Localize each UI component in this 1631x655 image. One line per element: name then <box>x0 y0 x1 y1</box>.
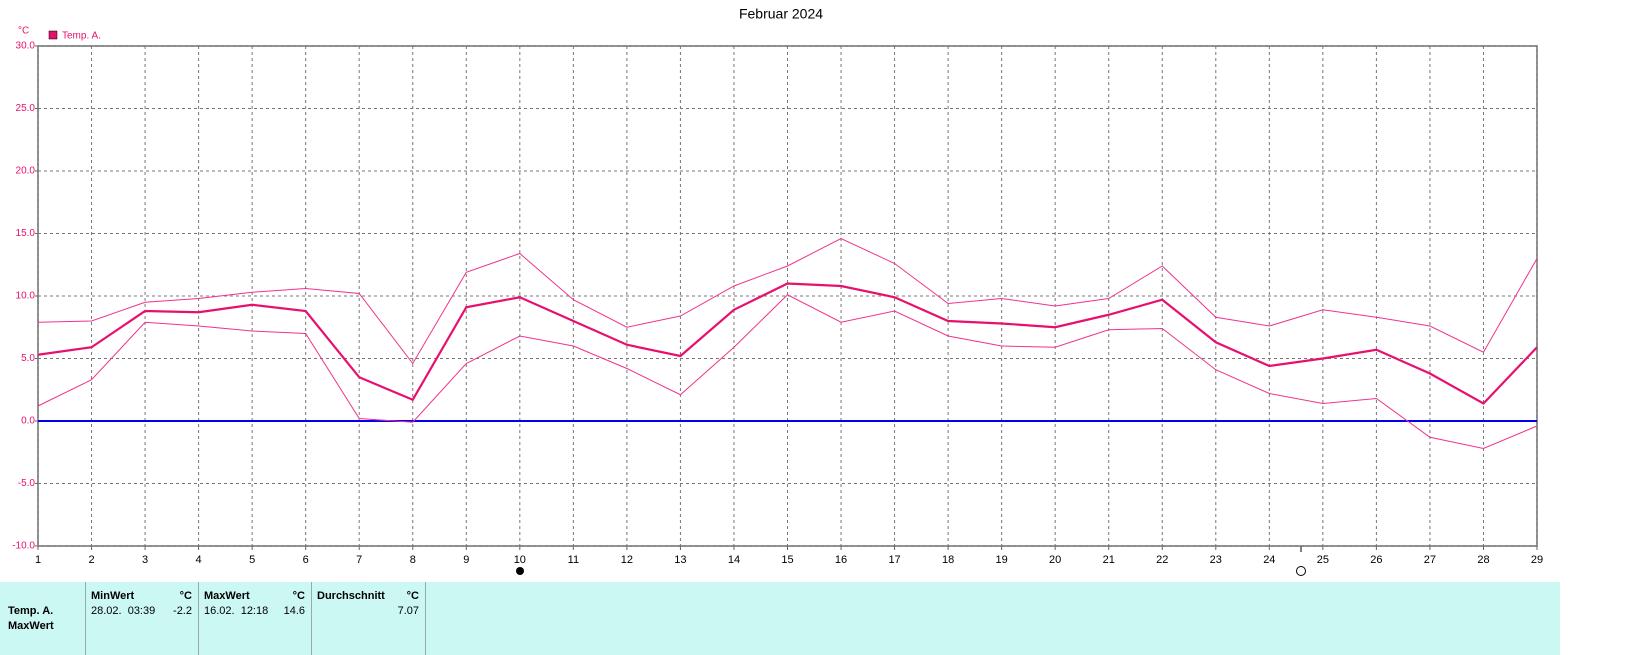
column-unit: °C <box>406 590 419 602</box>
x-tick-label: 7 <box>356 554 362 566</box>
x-tick-label: 17 <box>888 554 900 566</box>
x-tick-label: 24 <box>1263 554 1275 566</box>
x-tick-label: 15 <box>781 554 793 566</box>
chart: Februar 2024 °C -10.0 -5.0 0.0 5.0 10.0 15.0 2… <box>12 6 1543 576</box>
x-tick-label: 3 <box>142 554 148 566</box>
column-header: MaxWert <box>204 590 250 602</box>
x-tick-label: 26 <box>1370 554 1382 566</box>
row-label: Temp. A. <box>8 605 54 617</box>
x-tick-label: 16 <box>835 554 847 566</box>
x-tick-label: 13 <box>674 554 686 566</box>
x-tick-label: 22 <box>1156 554 1168 566</box>
x-tick-label: 29 <box>1531 554 1543 566</box>
new-moon-icon <box>516 567 524 575</box>
y-tick-label: 30.0 <box>16 41 36 52</box>
column-header: MinWert <box>91 590 135 602</box>
x-tick-label: 21 <box>1103 554 1115 566</box>
y-tick-label: 25.0 <box>16 103 36 114</box>
chart-title: Februar 2024 <box>739 6 823 22</box>
x-tick-label: 4 <box>196 554 202 566</box>
max-value: 14.6 <box>283 605 305 617</box>
data-line <box>37 237 1538 365</box>
x-tick-label: 8 <box>410 554 416 566</box>
data-line <box>37 282 1538 405</box>
x-tick-label: 9 <box>463 554 469 566</box>
y-tick-label: 5.0 <box>21 353 35 364</box>
row-label: MaxWert <box>8 620 54 632</box>
y-tick-label: 20.0 <box>16 166 36 177</box>
full-moon-icon <box>1296 566 1306 576</box>
min-time: 28.02. 03:39 <box>91 605 156 617</box>
stats-panel: MinWert °C 28.02. 03:39 -2.2 MaxWert °C … <box>0 582 1560 655</box>
x-tick-label: 1 <box>35 554 41 566</box>
max-time: 16.02. 12:18 <box>204 605 269 617</box>
x-tick-label: 5 <box>249 554 255 566</box>
x-tick-label: 27 <box>1424 554 1436 566</box>
x-tick-label: 12 <box>621 554 633 566</box>
y-tick-label: -10.0 <box>12 541 35 552</box>
y-tick-label: 10.0 <box>16 291 36 302</box>
x-tick-label: 6 <box>303 554 309 566</box>
x-tick-label: 20 <box>1049 554 1061 566</box>
min-value: -2.2 <box>173 605 192 617</box>
avg-value: 7.07 <box>397 605 419 617</box>
column-header: Durchschnitt <box>317 590 385 602</box>
x-tick-label: 10 <box>514 554 526 566</box>
y-tick-label: -5.0 <box>18 478 36 489</box>
x-tick-label: 23 <box>1210 554 1222 566</box>
column-unit: °C <box>292 590 305 602</box>
column-unit: °C <box>179 590 192 602</box>
x-tick-label: 25 <box>1317 554 1329 566</box>
y-tick-label: 15.0 <box>16 228 36 239</box>
legend-swatch <box>48 30 58 40</box>
x-tick-label: 11 <box>568 554 579 566</box>
x-tick-label: 28 <box>1477 554 1489 566</box>
y-unit: °C <box>18 26 29 37</box>
data-line <box>37 294 1538 450</box>
legend-label: Temp. A. <box>62 31 101 42</box>
stats-column: MaxWert °C 16.02. 12:18 14.6 <box>198 582 311 655</box>
stats-column: Durchschnitt °C 7.07 <box>311 582 426 655</box>
x-tick-label: 2 <box>88 554 94 566</box>
x-tick-label: 18 <box>942 554 954 566</box>
x-tick-label: 14 <box>728 554 740 566</box>
y-tick-label: 0.0 <box>21 416 35 427</box>
stats-column: MinWert °C 28.02. 03:39 -2.2 <box>85 582 198 655</box>
x-tick-label: 19 <box>996 554 1008 566</box>
